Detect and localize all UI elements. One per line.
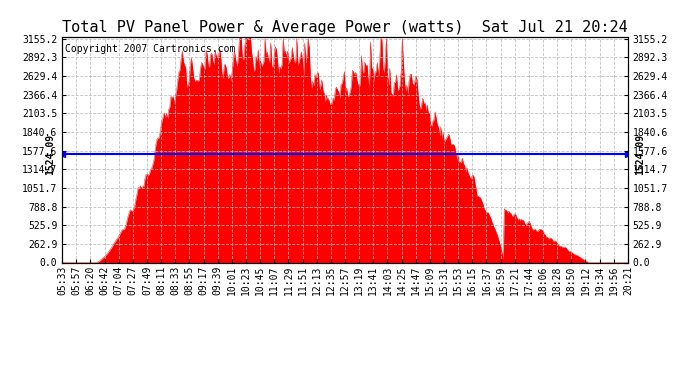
Text: Copyright 2007 Cartronics.com: Copyright 2007 Cartronics.com (65, 44, 235, 54)
Title: Total PV Panel Power & Average Power (watts)  Sat Jul 21 20:24: Total PV Panel Power & Average Power (wa… (62, 20, 628, 35)
Text: 1524.09: 1524.09 (635, 134, 644, 175)
Text: 1524.09: 1524.09 (46, 134, 55, 175)
